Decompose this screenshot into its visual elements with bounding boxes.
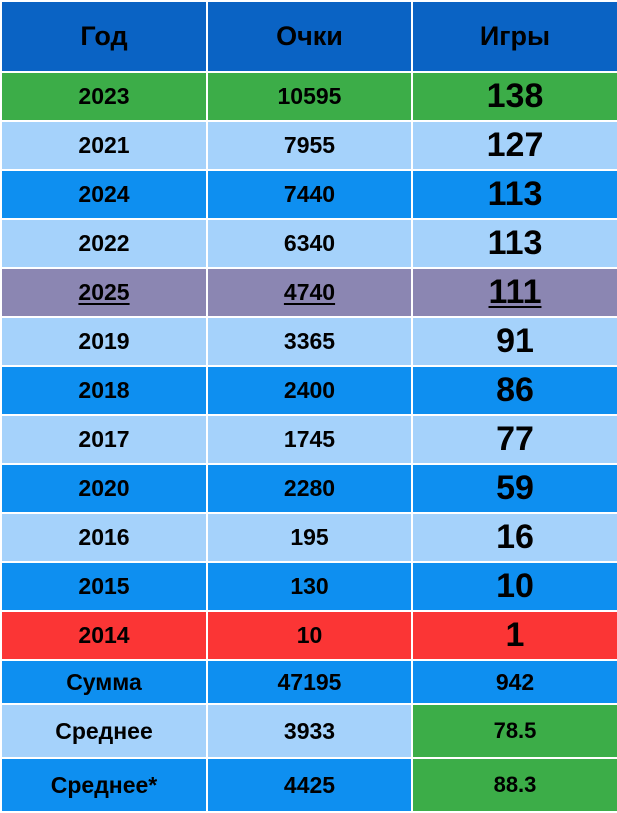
points-cell: 130 [206,561,413,612]
year-cell: 2025 [0,267,208,318]
games-cell: 86 [411,365,617,416]
games-cell: 77 [411,414,617,465]
year-cell: 2022 [0,218,208,269]
games-cell: 16 [411,512,617,563]
year-cell: 2017 [0,414,208,465]
year-value: 2025 [78,279,130,305]
average-row: Среднее 3933 78.5 [0,703,617,759]
year-cell: 2020 [0,463,208,514]
table-row: 2016 195 16 [0,512,617,563]
points-cell: 6340 [206,218,413,269]
year-cell: 2019 [0,316,208,367]
year-cell: 2023 [0,71,208,122]
year-cell: 2014 [0,610,208,661]
average-games: 78.5 [411,703,617,759]
table-row: 2022 6340 113 [0,218,617,269]
games-value: 111 [488,273,542,311]
table-row: 2017 1745 77 [0,414,617,465]
table-row: 2014 10 1 [0,610,617,661]
year-cell: 2021 [0,120,208,171]
summary-row: Сумма 47195 942 [0,659,617,705]
games-cell: 127 [411,120,617,171]
table-row: 2023 10595 138 [0,71,617,122]
average-star-row: Среднее* 4425 88.3 [0,757,617,813]
games-cell: 10 [411,561,617,612]
points-cell: 7440 [206,169,413,220]
column-header-year: Год [0,0,208,73]
year-cell: 2018 [0,365,208,416]
table-row: 2019 3365 91 [0,316,617,367]
table-row: 2015 130 10 [0,561,617,612]
column-header-points: Очки [206,0,413,73]
games-cell: 113 [411,218,617,269]
year-cell: 2015 [0,561,208,612]
table-row: 2020 2280 59 [0,463,617,514]
games-cell: 59 [411,463,617,514]
points-cell: 10595 [206,71,413,122]
table-row: 2021 7955 127 [0,120,617,171]
year-cell: 2016 [0,512,208,563]
average-star-label: Среднее* [0,757,208,813]
summary-label: Сумма [0,659,208,705]
points-cell: 10 [206,610,413,661]
average-label: Среднее [0,703,208,759]
table-row-highlighted: 2025 4740 111 [0,267,617,318]
table-row: 2024 7440 113 [0,169,617,220]
points-value: 4740 [283,279,336,305]
table-row: 2018 2400 86 [0,365,617,416]
games-cell: 111 [411,267,617,318]
points-cell: 7955 [206,120,413,171]
summary-points: 47195 [206,659,413,705]
year-cell: 2024 [0,169,208,220]
points-cell: 2400 [206,365,413,416]
points-cell: 3365 [206,316,413,367]
average-points: 3933 [206,703,413,759]
games-cell: 1 [411,610,617,661]
header-row: Год Очки Игры [0,0,617,73]
games-cell: 91 [411,316,617,367]
games-cell: 138 [411,71,617,122]
column-header-games: Игры [411,0,617,73]
points-cell: 1745 [206,414,413,465]
summary-games: 942 [411,659,617,705]
points-cell: 4740 [206,267,413,318]
points-cell: 195 [206,512,413,563]
games-cell: 113 [411,169,617,220]
average-star-games: 88.3 [411,757,617,813]
average-star-points: 4425 [206,757,413,813]
points-cell: 2280 [206,463,413,514]
